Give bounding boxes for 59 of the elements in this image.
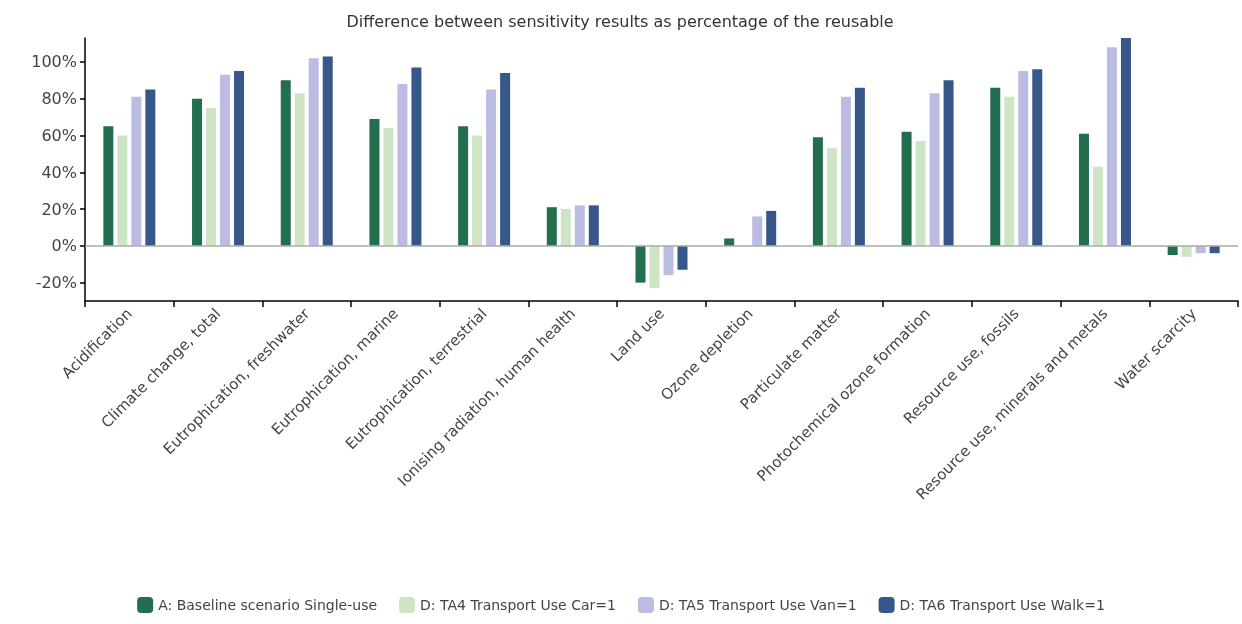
bar bbox=[649, 245, 660, 289]
y-tick-label: 40% bbox=[41, 162, 77, 182]
bar bbox=[294, 93, 305, 246]
y-tick-label: 0% bbox=[51, 236, 77, 256]
bar bbox=[901, 131, 912, 246]
bar bbox=[943, 80, 954, 246]
bar bbox=[117, 135, 128, 246]
bar bbox=[369, 118, 380, 246]
bar bbox=[308, 58, 319, 246]
bar bbox=[500, 72, 511, 246]
bar bbox=[145, 89, 156, 246]
bar bbox=[192, 98, 203, 246]
bar bbox=[234, 71, 245, 246]
bar bbox=[574, 205, 585, 246]
bar bbox=[840, 96, 851, 246]
bar bbox=[588, 205, 599, 246]
bar bbox=[1018, 71, 1029, 246]
bar bbox=[1106, 47, 1117, 246]
bar bbox=[826, 148, 837, 246]
bar bbox=[766, 210, 777, 246]
bar bbox=[915, 140, 926, 246]
bar bbox=[280, 80, 291, 246]
bar bbox=[206, 107, 217, 246]
legend-label: D: TA4 Transport Use Car=1 bbox=[420, 597, 616, 613]
bar bbox=[411, 67, 422, 246]
y-tick-label: 80% bbox=[41, 89, 77, 109]
bar bbox=[546, 207, 557, 246]
bar bbox=[486, 89, 497, 246]
bar bbox=[1092, 166, 1103, 246]
bar bbox=[383, 128, 394, 246]
y-tick-label: 60% bbox=[41, 125, 77, 145]
bar bbox=[322, 56, 333, 246]
legend-label: D: TA6 Transport Use Walk=1 bbox=[899, 597, 1105, 613]
bar bbox=[397, 83, 408, 246]
bar bbox=[1120, 38, 1131, 246]
legend-label: A: Baseline scenario Single-use bbox=[158, 597, 378, 613]
bar bbox=[990, 87, 1001, 246]
bar bbox=[1032, 69, 1043, 246]
y-tick-label: 20% bbox=[41, 199, 77, 219]
bar bbox=[663, 245, 674, 276]
bar bbox=[472, 135, 483, 246]
bar bbox=[635, 245, 646, 283]
bar bbox=[854, 87, 865, 246]
chart-title: Difference between sensitivity results as percentage of the reusable bbox=[346, 11, 894, 31]
bar bbox=[1078, 133, 1089, 246]
bar bbox=[929, 93, 940, 246]
bar bbox=[560, 209, 571, 246]
bar bbox=[752, 216, 763, 246]
bar bbox=[103, 126, 114, 246]
y-tick-label: 100% bbox=[31, 52, 77, 72]
y-tick-label: -20% bbox=[35, 273, 77, 293]
bar bbox=[220, 74, 231, 246]
bar bbox=[812, 137, 823, 246]
bar bbox=[458, 126, 469, 246]
bar bbox=[1004, 96, 1015, 246]
bar bbox=[1181, 245, 1192, 257]
bar bbox=[131, 96, 142, 246]
bar bbox=[677, 245, 688, 270]
legend-label: D: TA5 Transport Use Van=1 bbox=[658, 597, 857, 613]
